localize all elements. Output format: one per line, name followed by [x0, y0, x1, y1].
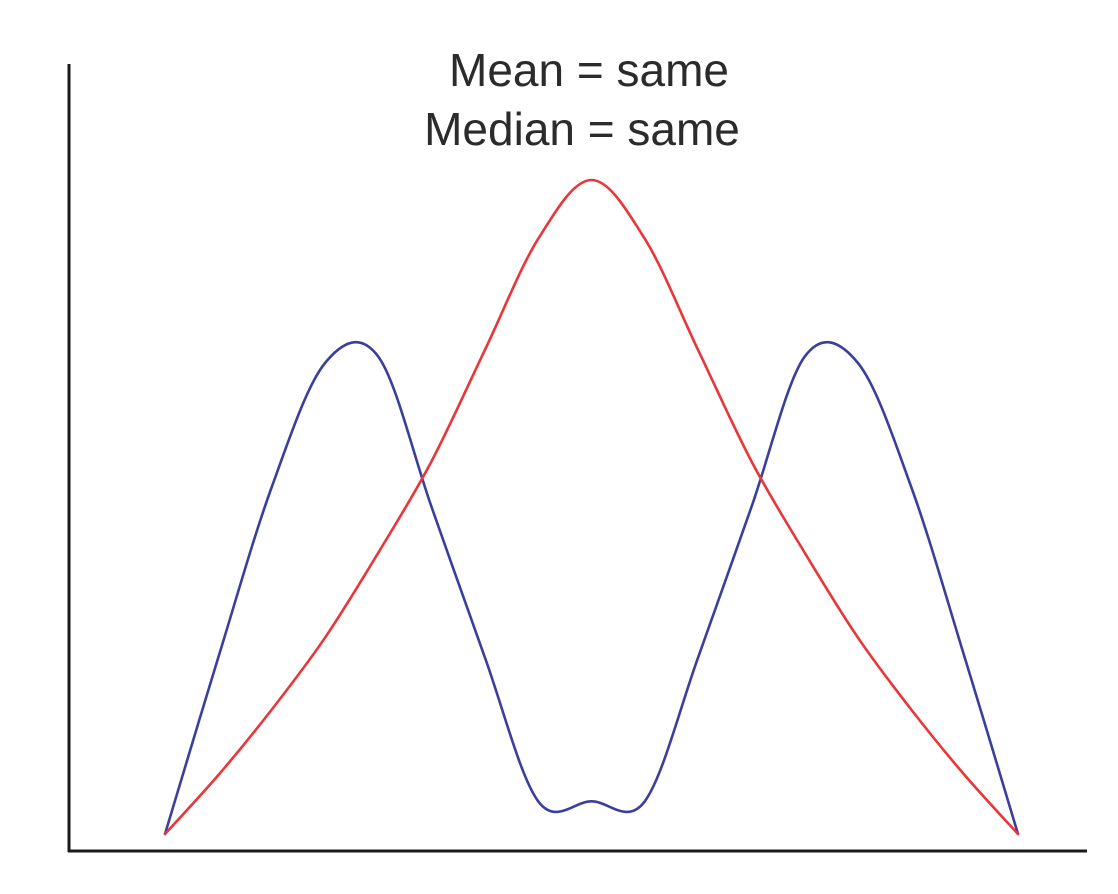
series-line-2: [163, 340, 1020, 836]
chart-title-line-2: Median = same: [424, 103, 740, 155]
series-layer: [163, 178, 1020, 836]
series-line-1: [163, 178, 1020, 836]
chart-title-line-1: Mean = same: [449, 44, 729, 96]
